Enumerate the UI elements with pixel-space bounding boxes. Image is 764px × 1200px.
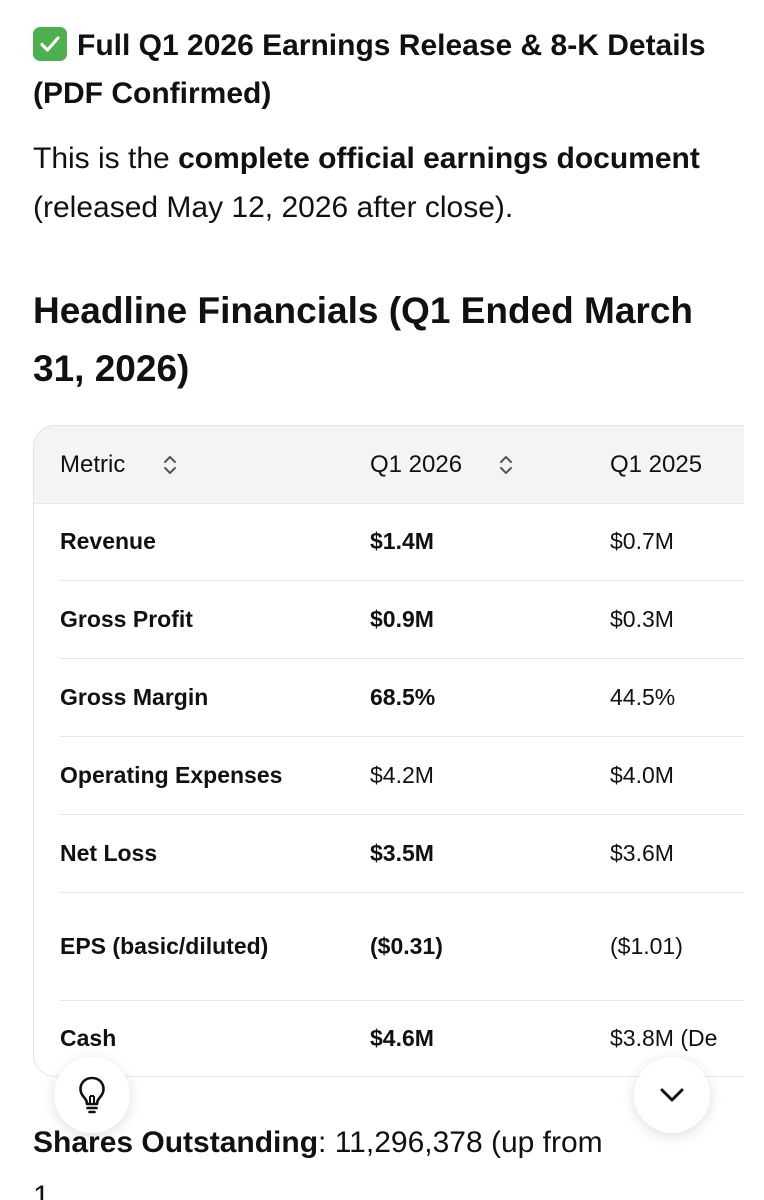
cell-q1-2026: $3.5M — [370, 840, 434, 866]
cell-metric: Cash — [60, 1025, 117, 1051]
cell-q1-2025: $4.0M — [610, 762, 674, 788]
table-row: Operating Expenses $4.2M $4.0M — [60, 737, 744, 815]
lightbulb-icon — [79, 1076, 105, 1114]
cell-q1-2026: ($0.31) — [370, 933, 443, 959]
cell-metric: EPS (basic/diluted) — [60, 933, 269, 959]
table-row: Cash $4.6M $3.8M (De — [60, 1001, 744, 1076]
table-row: Net Loss $3.5M $3.6M — [60, 815, 744, 893]
cell-q1-2026: 68.5% — [370, 684, 436, 710]
column-header-q1-2025[interactable]: Q1 2025 — [610, 451, 703, 478]
lightbulb-button[interactable] — [54, 1057, 130, 1133]
shares-value: : 11,296,378 (up from — [318, 1126, 603, 1159]
cell-q1-2026: $0.9M — [370, 606, 434, 632]
financials-table[interactable]: Metric Q1 2026 Q1 2025 Revenue $1.4M $0.… — [33, 425, 744, 1077]
intro-prefix: This is the — [33, 142, 179, 175]
table-row: Gross Profit $0.9M $0.3M — [60, 581, 744, 659]
shares-label: Shares Outstanding — [33, 1126, 319, 1159]
cell-q1-2025: $0.7M — [610, 528, 674, 554]
cell-metric: Operating Expenses — [60, 762, 283, 788]
shares-outstanding-line: Shares Outstanding: 11,296,378 (up from — [33, 1118, 753, 1167]
cell-metric: Net Loss — [60, 840, 158, 866]
title-text: Full Q1 2026 Earnings Release & 8-K Deta… — [33, 29, 706, 110]
table-row: Gross Margin 68.5% 44.5% — [60, 659, 744, 737]
scroll-down-button[interactable] — [634, 1057, 710, 1133]
intro-paragraph: This is the complete official earnings d… — [33, 134, 748, 232]
cell-q1-2025: $3.6M — [610, 840, 674, 866]
sort-icon[interactable] — [498, 454, 514, 481]
section-heading: Headline Financials (Q1 Ended March 31, … — [33, 290, 694, 389]
intro-suffix: (released May 12, 2026 after close). — [33, 191, 514, 224]
table-row: Revenue $1.4M $0.7M — [60, 503, 744, 581]
column-header-q1-2026[interactable]: Q1 2026 — [370, 451, 463, 478]
cell-q1-2025: ($1.01) — [610, 933, 683, 959]
chevron-down-icon — [660, 1088, 684, 1102]
sort-icon[interactable] — [162, 454, 178, 481]
response-title: Full Q1 2026 Earnings Release & 8-K Deta… — [33, 22, 733, 118]
cell-q1-2026: $1.4M — [370, 528, 434, 554]
cell-metric: Gross Margin — [60, 684, 209, 710]
intro-bold: complete official earnings document — [178, 142, 700, 175]
cell-metric: Gross Profit — [60, 606, 193, 632]
cell-q1-2026: $4.2M — [370, 762, 434, 788]
table-header: Metric Q1 2026 Q1 2025 — [34, 426, 744, 504]
cell-q1-2026: $4.6M — [370, 1025, 434, 1051]
column-header-metric[interactable]: Metric — [60, 451, 126, 478]
shares-continuation: 1 — [33, 1180, 50, 1200]
table-row: EPS (basic/diluted) ($0.31) ($1.01) — [60, 893, 744, 1001]
cell-q1-2025: 44.5% — [610, 684, 676, 710]
check-mark-button-icon — [33, 27, 67, 61]
cell-q1-2025: $3.8M (De — [610, 1025, 718, 1051]
cell-metric: Revenue — [60, 528, 156, 554]
cell-q1-2025: $0.3M — [610, 606, 674, 632]
